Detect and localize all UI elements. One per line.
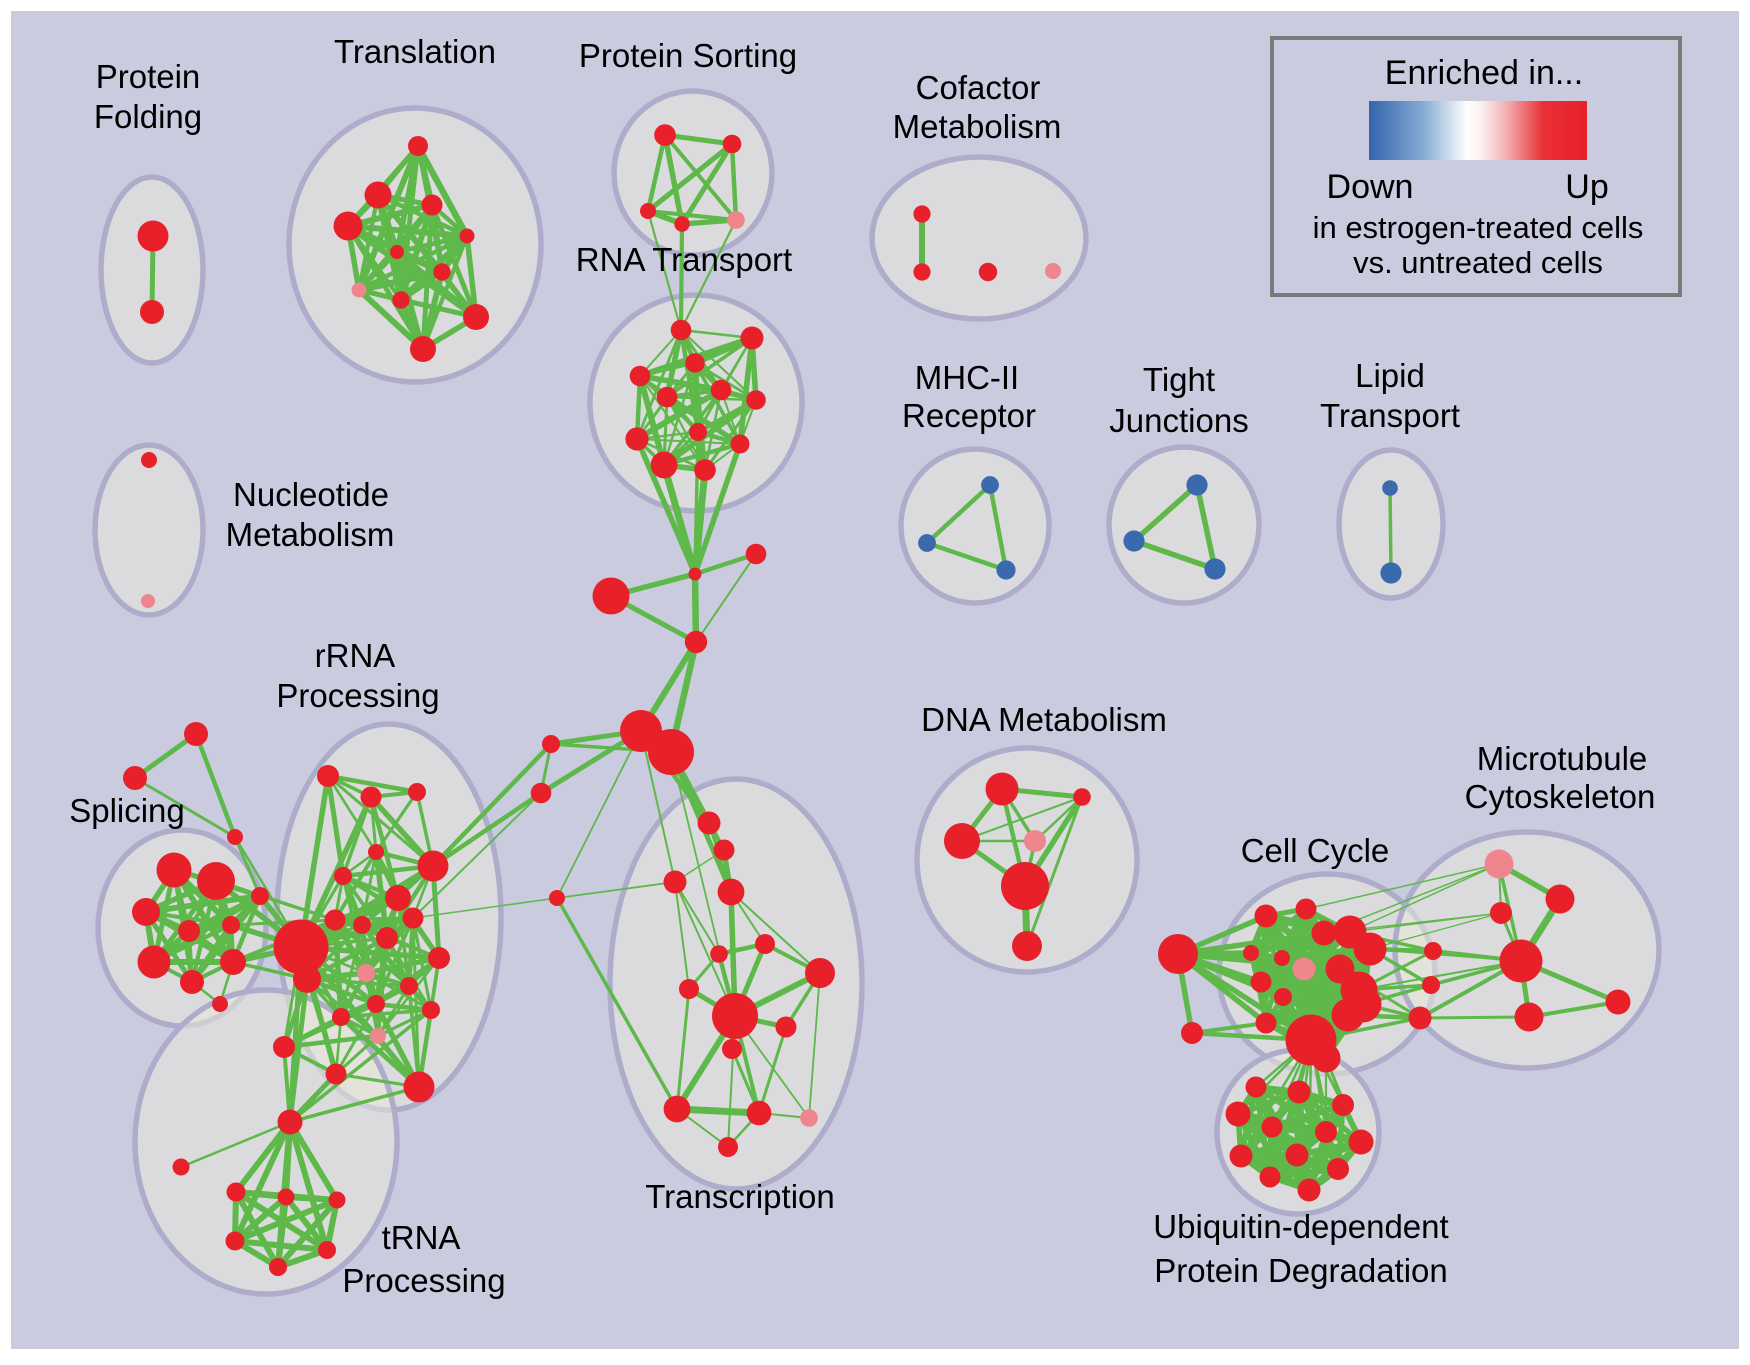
svg-text:Junctions: Junctions <box>1109 402 1248 439</box>
svg-text:tRNA: tRNA <box>382 1219 461 1256</box>
svg-text:Up: Up <box>1565 168 1608 206</box>
svg-text:Protein Degradation: Protein Degradation <box>1154 1252 1448 1289</box>
svg-text:Metabolism: Metabolism <box>226 516 395 553</box>
svg-text:Folding: Folding <box>94 98 202 135</box>
svg-text:vs. untreated cells: vs. untreated cells <box>1353 245 1603 280</box>
svg-text:rRNA: rRNA <box>315 637 396 674</box>
svg-text:Nucleotide: Nucleotide <box>233 476 389 513</box>
svg-text:Translation: Translation <box>334 33 496 70</box>
svg-text:Protein Sorting: Protein Sorting <box>579 37 797 74</box>
svg-text:Cell Cycle: Cell Cycle <box>1241 832 1390 869</box>
svg-text:Down: Down <box>1327 168 1414 206</box>
svg-text:DNA Metabolism: DNA Metabolism <box>921 701 1167 738</box>
svg-text:Metabolism: Metabolism <box>893 108 1062 145</box>
svg-text:Processing: Processing <box>342 1262 505 1299</box>
svg-text:Enriched in...: Enriched in... <box>1385 54 1583 92</box>
svg-text:Transcription: Transcription <box>645 1178 835 1215</box>
svg-text:in estrogen-treated cells: in estrogen-treated cells <box>1313 210 1644 245</box>
svg-text:Protein: Protein <box>96 58 201 95</box>
svg-text:Cytoskeleton: Cytoskeleton <box>1465 778 1656 815</box>
svg-text:MHC-II: MHC-II <box>915 359 1019 396</box>
svg-text:Processing: Processing <box>276 677 439 714</box>
svg-text:RNA Transport: RNA Transport <box>576 241 792 278</box>
svg-text:Splicing: Splicing <box>69 792 185 829</box>
svg-text:Microtubule: Microtubule <box>1477 740 1648 777</box>
svg-text:Lipid: Lipid <box>1355 357 1425 394</box>
svg-text:Tight: Tight <box>1143 361 1215 398</box>
svg-text:Transport: Transport <box>1320 397 1460 434</box>
svg-text:Receptor: Receptor <box>902 397 1036 434</box>
svg-text:Ubiquitin-dependent: Ubiquitin-dependent <box>1153 1208 1448 1245</box>
svg-text:Cofactor: Cofactor <box>916 69 1041 106</box>
